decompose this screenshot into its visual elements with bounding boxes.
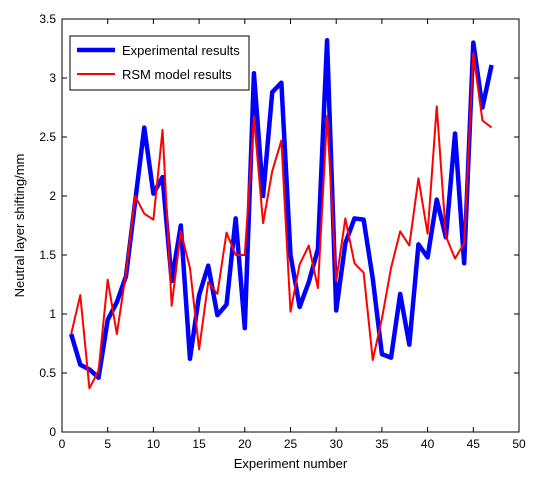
plot-area (68, 37, 494, 390)
x-tick-label: 30 (330, 437, 344, 451)
x-tick-label: 50 (512, 437, 526, 451)
x-tick-label: 40 (421, 437, 435, 451)
y-tick-label: 0 (49, 425, 56, 439)
axes: 0 5 10 15 20 25 30 35 40 45 50 0 0.5 1 1.5 2 2.5 3 3.5 (39, 12, 526, 451)
x-tick-label: 20 (238, 437, 252, 451)
x-axis-label: Experiment number (234, 456, 348, 471)
x-tick-label: 5 (104, 437, 111, 451)
series-line-2 (70, 52, 493, 390)
legend-entry-2: RSM model results (122, 67, 232, 82)
x-tick-label: 10 (147, 437, 161, 451)
y-tick-label: 1 (49, 307, 56, 321)
x-tick-label: 15 (192, 437, 206, 451)
legend: Experimental results RSM model results (69, 35, 250, 91)
y-tick-label: 1.5 (39, 248, 56, 262)
y-tick-label: 2.5 (39, 130, 56, 144)
y-axis-label: Neutral layer shifting/mm (12, 154, 27, 298)
x-tick-label: 35 (375, 437, 389, 451)
x-tick-label: 0 (59, 437, 66, 451)
x-tick-label: 45 (467, 437, 481, 451)
y-tick-label: 0.5 (39, 366, 56, 380)
series-line-1 (68, 37, 494, 380)
legend-box (69, 35, 250, 91)
x-tick-label: 25 (284, 437, 298, 451)
y-tick-label: 3 (49, 71, 56, 85)
legend-entry-1: Experimental results (122, 43, 240, 58)
y-tick-label: 2 (49, 189, 56, 203)
y-tick-label: 3.5 (39, 12, 56, 26)
